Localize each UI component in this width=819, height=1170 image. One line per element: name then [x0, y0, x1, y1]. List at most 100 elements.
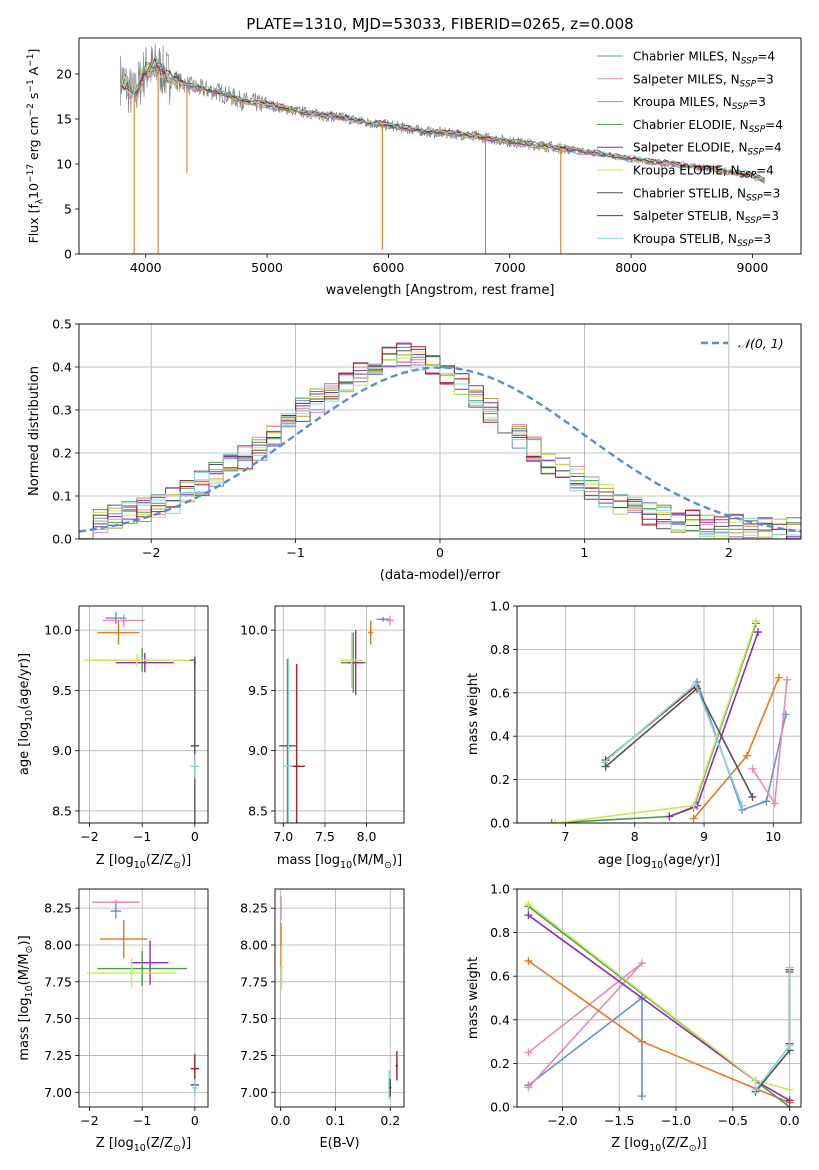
x-tick-label: 4000: [130, 260, 162, 275]
data-point-marker: [751, 1085, 760, 1094]
x-axis-label: Z [log10(Z/Z⊙)]: [96, 1136, 191, 1154]
figure-title: PLATE=1310, MJD=53033, FIBERID=0265, z=0…: [246, 15, 633, 33]
legend-n: 3: [766, 72, 774, 86]
data-point: [130, 971, 133, 975]
mass-weight-line: [669, 631, 759, 818]
y-tick-label: 8.00: [240, 937, 268, 952]
y-axis-label-part: A: [26, 66, 41, 79]
legend-separator: ,: [723, 164, 731, 178]
y-axis-label-part: λ: [35, 198, 45, 204]
data-point-marker: [751, 617, 760, 626]
x-axis-label-part: Z [log: [96, 1136, 134, 1151]
legend-separator: ,: [724, 50, 732, 64]
y-tick-label: 0: [64, 247, 72, 262]
data-point-marker: [665, 812, 674, 821]
residual-histogram: [79, 348, 801, 539]
axes-frame: [78, 605, 209, 824]
y-tick-label: 0.6: [490, 685, 510, 700]
x-axis-label-part: 10: [340, 860, 352, 871]
data-point-marker: [754, 628, 763, 637]
y-axis-label-part: ⊙: [24, 946, 35, 954]
x-axis-label-part: mass [log: [277, 853, 340, 868]
legend-sub: SSP: [747, 148, 764, 158]
y-tick-label: 9.5: [248, 683, 268, 698]
spectrum-panel: 4000 5000 6000 7000 8000 9000 0 5 10 15 20 waveleng…: [26, 37, 802, 298]
legend-name: Kroupa MILES: [633, 95, 715, 109]
x-tick-label: −1: [133, 1113, 151, 1128]
y-axis-label-part: (age/yr)]: [17, 653, 32, 710]
y-tick-label: 0.1: [52, 489, 72, 504]
mass-weight-line: [527, 914, 791, 1102]
x-axis-label-part: (Z/Z: [146, 1136, 173, 1151]
x-axis-label-part: 10: [134, 860, 146, 871]
axes-frame: [78, 323, 802, 540]
legend-n: 3: [773, 186, 781, 200]
data-point-marker: [524, 1048, 533, 1057]
x-tick-label: 8: [631, 829, 639, 844]
y-tick-label: 0.5: [52, 317, 72, 332]
data-point: [193, 661, 197, 664]
y-tick-label: 1.0: [490, 882, 510, 897]
grid-lines: [275, 889, 404, 1107]
y-axis-label-part: (M/M: [17, 953, 32, 985]
age-vs-mass-panel: 7.0 7.5 8.0 8.5 9.0 9.5 10.0 mass [log10(M/M⊙)]: [240, 605, 405, 871]
data-point: [117, 631, 120, 634]
y-axis-label: age [log10(age/yr)]: [17, 653, 35, 775]
data-point: [280, 965, 283, 969]
axes-frame: [516, 888, 802, 1108]
data-point-marker: [738, 801, 747, 810]
data-point: [350, 659, 353, 662]
y-axis-label-part: erg cm: [26, 116, 41, 164]
x-axis-label-part: (M/M: [352, 853, 384, 868]
x-axis-label-part: E(B-V): [319, 1136, 359, 1151]
x-axis-label-part: ⊙: [689, 1143, 697, 1154]
legend-n: 3: [764, 232, 772, 246]
mass-weight-line: [527, 996, 643, 1097]
legend-eq: =: [748, 95, 758, 109]
data-point-marker: [748, 764, 757, 773]
y-tick-label: 7.50: [240, 1011, 268, 1026]
legend-eq: =: [765, 118, 775, 132]
legend-separator: ,: [720, 232, 728, 246]
data-point: [279, 906, 283, 910]
y-tick-label: 0.8: [490, 642, 510, 657]
y-axis-label-part: ]: [26, 49, 41, 54]
y-tick-label: 7.00: [44, 1085, 72, 1100]
x-axis-label-part: )]: [697, 1136, 707, 1151]
y-tick-label: 0.0: [490, 1100, 510, 1115]
plot-area: [524, 900, 794, 1107]
data-point: [140, 967, 144, 970]
legend-sub: SSP: [749, 125, 766, 135]
x-axis-label-part: 10: [651, 860, 663, 871]
legend-name: Salpeter MILES: [633, 72, 723, 86]
y-axis-label-part: −17: [26, 164, 36, 183]
data-point-marker: [785, 1041, 794, 1050]
data-point: [122, 619, 125, 622]
x-axis-label: E(B-V): [319, 1136, 359, 1151]
residual-histogram: [79, 342, 801, 539]
legend-n: 3: [771, 209, 779, 223]
legend-name: Chabrier MILES: [633, 50, 724, 64]
legend-sub: SSP: [737, 239, 754, 249]
x-axis-label-part: Z [log: [611, 1136, 649, 1151]
grid-lines: [79, 889, 208, 1107]
x-tick-label: 7.0: [273, 829, 293, 844]
data-point: [122, 937, 125, 941]
y-axis-label: mass [log10(M/M⊙)]: [17, 935, 35, 1060]
model-spectrum-line: [121, 64, 765, 182]
legend-sub: SSP: [746, 193, 763, 203]
data-point-marker: [783, 675, 792, 684]
legend-separator: ,: [731, 141, 739, 155]
model-spectrum-line: [121, 57, 765, 180]
legend-separator: ,: [723, 72, 731, 86]
legend-sub: SSP: [732, 102, 749, 112]
x-axis-label: mass [log10(M/M⊙)]: [277, 853, 402, 871]
y-tick-label: 7.00: [240, 1085, 268, 1100]
x-tick-label: 9: [700, 829, 708, 844]
legend-prefix: N: [738, 141, 747, 155]
x-tick-label: −1: [286, 545, 304, 560]
data-point: [193, 744, 197, 748]
mass-vs-ebv-panel: 0.0 0.1 0.2 7.00 7.25 7.50 7.75 8.00 8.25 E(B-V): [240, 888, 405, 1151]
legend-eq: =: [763, 186, 773, 200]
